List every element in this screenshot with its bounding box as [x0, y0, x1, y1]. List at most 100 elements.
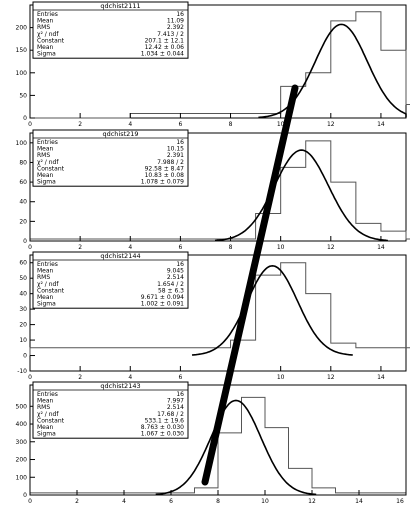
- histogram-title: qdchist219: [102, 130, 138, 138]
- x-tick-label: 12: [327, 374, 335, 381]
- x-tick-label: 8: [229, 244, 233, 251]
- stats-value: 1.067 ± 0.030: [141, 431, 184, 438]
- y-tick-label: 0: [23, 492, 27, 499]
- stats-label: Constant: [37, 287, 65, 294]
- y-tick-label: 400: [16, 421, 28, 428]
- x-tick-label: 8: [216, 498, 220, 505]
- y-tick-label: 200: [16, 25, 28, 32]
- gaussian-fit-curve: [155, 399, 317, 496]
- x-tick-label: 0: [28, 244, 32, 251]
- stats-box: [32, 251, 189, 309]
- stats-label: RMS: [37, 274, 50, 281]
- y-tick-label: 30: [19, 306, 27, 313]
- y-tick-label: 50: [19, 92, 27, 99]
- histogram-bins: [29, 262, 410, 356]
- stats-label: Sigma: [37, 179, 56, 186]
- x-tick-label: 16: [396, 498, 404, 505]
- stats-label: Sigma: [37, 431, 56, 438]
- x-tick-label: 6: [178, 374, 182, 381]
- y-tick-label: 60: [19, 179, 27, 186]
- stats-label: χ² / ndf: [37, 159, 59, 166]
- histogram-panel: 0 2 4 6 8 10 12 14 0 20 40 60 80 100 qdchist219 Entries…: [16, 129, 410, 251]
- stats-value: 92.58 ± 8.47: [145, 165, 185, 172]
- drift-trend-line: [201, 84, 299, 486]
- stats-value: 2.514: [167, 404, 184, 411]
- y-tick-label: 80: [19, 159, 27, 166]
- stats-label: Constant: [37, 37, 65, 44]
- x-tick-label: 6: [178, 121, 182, 128]
- y-tick-label: 0: [23, 353, 27, 360]
- stats-label: Mean: [37, 424, 54, 431]
- histogram-title: qdchist2111: [100, 2, 140, 10]
- stats-value: 11.09: [167, 18, 184, 25]
- y-tick-label: 500: [16, 403, 28, 410]
- stats-label: RMS: [37, 24, 50, 31]
- gaussian-fit-curve: [191, 264, 353, 356]
- stats-label: Constant: [37, 417, 65, 424]
- stats-label: Mean: [37, 268, 54, 275]
- stats-label: Mean: [37, 44, 54, 51]
- y-tick-label: 40: [19, 199, 27, 206]
- stats-value: 8.763 ± 0.030: [141, 424, 184, 431]
- stats-value: 58 ± 6.3: [158, 287, 184, 294]
- histogram-panel: 0 2 4 6 8 10 12 14 0 50 100 150 200 qdchist2111 Entrie…: [16, 1, 410, 128]
- histogram-title: qdchist2144: [100, 252, 140, 260]
- stats-label: Mean: [37, 294, 54, 301]
- y-tick-label: 40: [19, 291, 27, 298]
- stats-label: χ² / ndf: [37, 31, 59, 38]
- stats-value: 10.15: [167, 146, 184, 153]
- stats-value: 2.514: [167, 274, 184, 281]
- x-tick-label: 12: [327, 244, 335, 251]
- stats-value: 2.392: [167, 24, 184, 31]
- stats-label: Constant: [37, 165, 65, 172]
- y-tick-label: 100: [16, 70, 28, 77]
- stats-value: 1.654 / 2: [157, 281, 184, 288]
- histogram-panel: 02468101214-100102030405060qdchist2144En…: [17, 251, 410, 381]
- stats-value: 9.045: [167, 268, 184, 275]
- histogram-bins: [30, 11, 410, 119]
- stats-label: Entries: [37, 11, 58, 18]
- x-tick-label: 2: [78, 121, 82, 128]
- x-tick-label: 6: [169, 498, 173, 505]
- y-tick-label: 20: [19, 218, 27, 225]
- x-tick-label: 0: [28, 121, 32, 128]
- histogram-title: qdchist2143: [100, 382, 140, 390]
- y-tick-label: 100: [16, 474, 28, 481]
- y-tick-label: -10: [17, 368, 27, 375]
- stats-value: 7.413 / 2: [157, 31, 184, 38]
- stats-label: χ² / ndf: [37, 411, 59, 418]
- stats-label: Mean: [37, 146, 54, 153]
- histogram-bins: [29, 396, 406, 495]
- x-tick-label: 2: [75, 498, 79, 505]
- x-tick-label: 4: [128, 121, 132, 128]
- y-tick-label: 20: [19, 322, 27, 329]
- stats-label: Sigma: [37, 51, 56, 58]
- stats-label: Entries: [37, 391, 58, 398]
- stats-label: Mean: [37, 18, 54, 25]
- gaussian-fit-curve: [258, 23, 407, 119]
- stats-label: Entries: [37, 261, 58, 268]
- stats-value: 1.002 ± 0.091: [141, 301, 184, 308]
- y-tick-label: 50: [19, 275, 27, 282]
- x-tick-label: 4: [128, 374, 132, 381]
- y-tick-label: 100: [16, 140, 28, 147]
- stats-value: 207.1 ± 12.1: [145, 37, 185, 44]
- y-tick-label: 0: [23, 115, 27, 122]
- y-tick-label: 60: [19, 260, 27, 267]
- x-tick-label: 6: [178, 244, 182, 251]
- x-tick-label: 10: [277, 121, 285, 128]
- histogram-bins: [29, 140, 410, 241]
- stats-value: 7.997: [167, 398, 184, 405]
- stats-value: 12.42 ± 0.06: [145, 44, 185, 51]
- stats-value: 2.391: [167, 152, 184, 159]
- stats-label: RMS: [37, 404, 50, 411]
- stats-value: 10.83 ± 0.08: [145, 172, 185, 179]
- y-tick-label: 10: [19, 337, 27, 344]
- x-tick-label: 0: [28, 374, 32, 381]
- x-tick-label: 14: [377, 374, 385, 381]
- stats-box: [32, 1, 189, 59]
- x-tick-label: 12: [327, 121, 335, 128]
- y-tick-label: 300: [16, 439, 28, 446]
- x-tick-label: 14: [377, 121, 385, 128]
